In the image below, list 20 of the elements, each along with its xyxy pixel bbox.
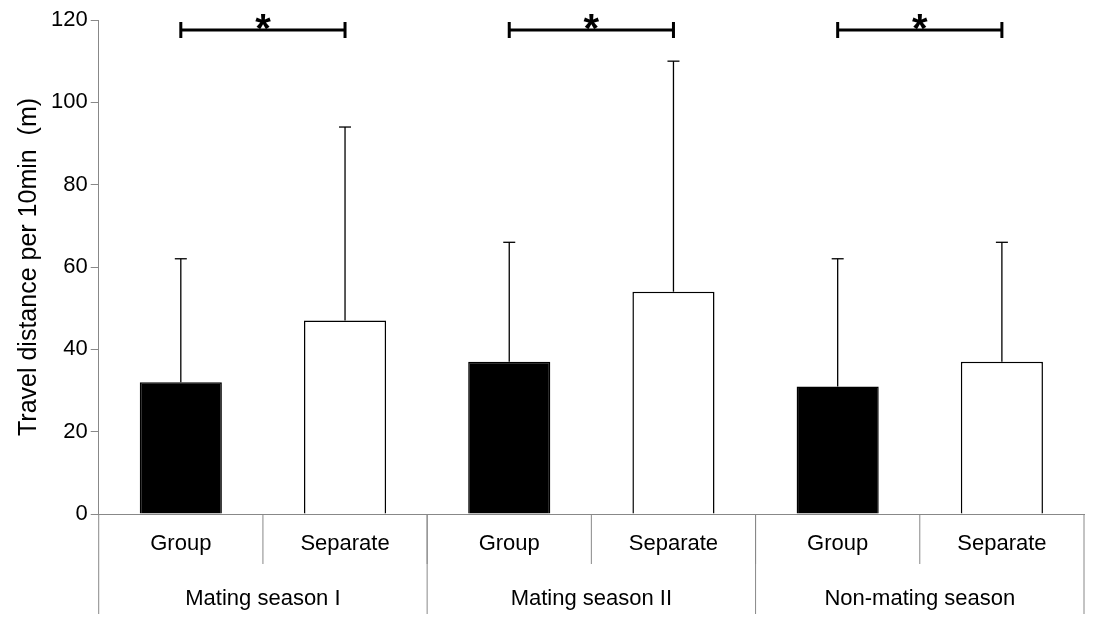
x-tick-label: Separate xyxy=(300,530,390,556)
annotation: * xyxy=(912,6,928,50)
y-tick-label: 60 xyxy=(63,253,88,279)
text: Non-mating season xyxy=(824,585,1016,611)
text: Mating season II xyxy=(510,585,673,611)
y-tick-label: 80 xyxy=(63,170,88,196)
y-tick-label: 120 xyxy=(50,6,88,32)
x-tick-label: Group xyxy=(478,530,540,556)
x-tick-label: Separate xyxy=(628,530,719,556)
x-tick-label: Group xyxy=(150,530,212,556)
y-tick-label: 0 xyxy=(75,500,88,526)
y-tick-label: 20 xyxy=(63,417,88,443)
x-tick-label: Group xyxy=(807,530,869,556)
y-axis-title: Travel distance per 10min (m) xyxy=(12,97,41,437)
annotation: * xyxy=(255,6,272,50)
y-tick-label: 100 xyxy=(50,88,88,114)
annotation: * xyxy=(583,6,600,50)
text: Mating season I xyxy=(185,585,341,611)
y-tick-label: 40 xyxy=(63,335,88,361)
x-tick-label: Separate xyxy=(957,530,1047,556)
